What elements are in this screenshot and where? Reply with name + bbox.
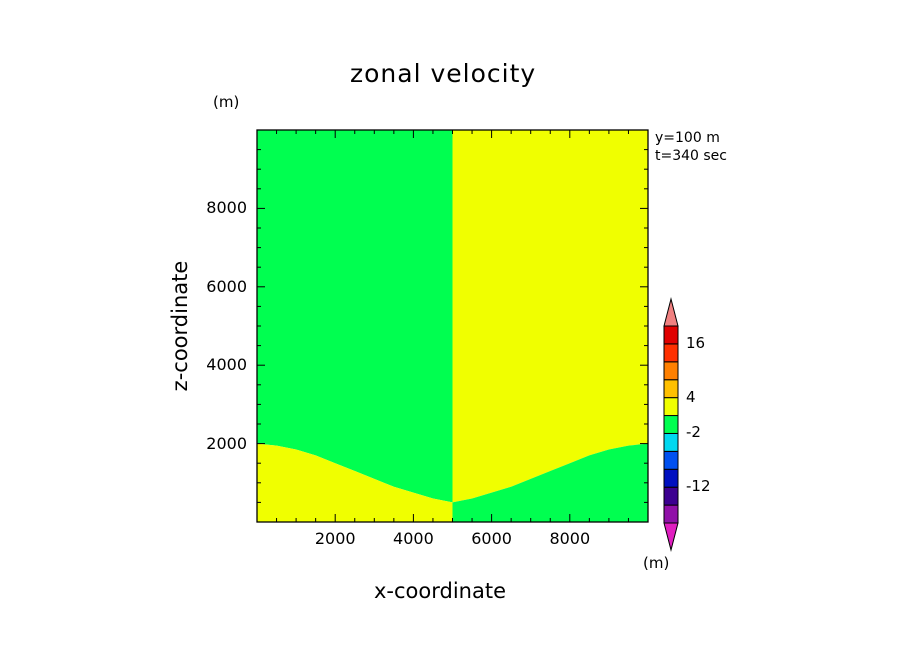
colorbar-unit-label: (m) [643, 554, 670, 572]
colorbar-segment [663, 361, 679, 381]
axis-ticks [257, 130, 648, 522]
chart-title: zonal velocity [350, 59, 537, 88]
colorbar-segment [663, 379, 679, 399]
colorbar-segment [663, 486, 679, 506]
x-tick-label: 6000 [471, 529, 512, 548]
annotation-y: y=100 m [655, 130, 720, 146]
colorbar-label: 16 [686, 333, 706, 352]
colorbar-label: -2 [686, 423, 701, 442]
colorbar-segment [663, 325, 679, 345]
x-tick-label: 4000 [393, 529, 434, 548]
x-tick-label: 2000 [314, 529, 356, 548]
y-tick-label: 6000 [206, 276, 247, 296]
colorbar-label: 4 [686, 387, 696, 406]
colorbar-segment [663, 450, 679, 470]
colorbar [663, 297, 679, 552]
field-upper-right [452, 130, 648, 503]
colorbar-segment [663, 343, 679, 363]
colorbar-segment [663, 415, 679, 434]
field-lower-right [452, 443, 648, 522]
y-unit-label: (m) [213, 93, 240, 111]
colorbar-segment [663, 468, 679, 488]
y-axis-label: z-coordinate [168, 260, 192, 392]
x-tick-label: 8000 [549, 529, 591, 548]
colorbar-segment [663, 397, 679, 417]
x-axis-label: x-coordinate [374, 579, 507, 603]
field-lower-left [257, 443, 453, 522]
y-tick-label: 2000 [206, 433, 247, 453]
colorbar-min-arrow [663, 522, 679, 552]
colorbar-label: -12 [686, 477, 711, 496]
colorbar-segment [663, 504, 679, 524]
colorbar-segment [663, 432, 679, 452]
y-tick-label: 4000 [206, 355, 247, 375]
y-tick-label: 8000 [206, 198, 247, 218]
contour-fields [257, 130, 648, 522]
annotation-t: t=340 sec [655, 148, 727, 164]
field-upper-left [257, 130, 453, 503]
colorbar-max-arrow [663, 297, 679, 327]
